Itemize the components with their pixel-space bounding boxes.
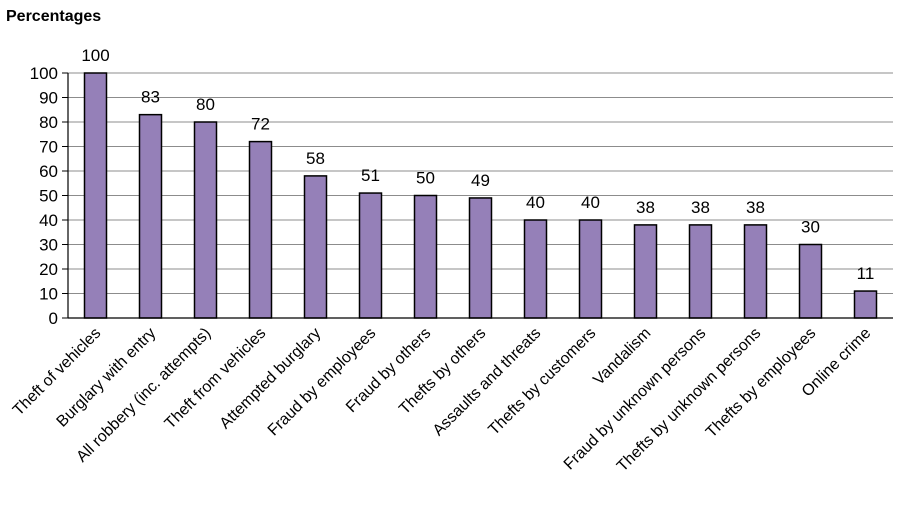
y-tick-label: 60	[39, 162, 58, 181]
data-label: 40	[526, 193, 545, 212]
bar	[633, 224, 658, 319]
data-label: 40	[581, 193, 600, 212]
bar	[468, 197, 493, 319]
data-label: 38	[746, 198, 765, 217]
bars	[83, 72, 878, 319]
bar	[798, 243, 823, 319]
data-label: 11	[857, 264, 875, 283]
bar	[853, 290, 878, 319]
bar	[688, 224, 713, 319]
bar	[303, 175, 328, 319]
data-label: 38	[636, 198, 655, 217]
data-label: 83	[141, 88, 160, 107]
data-label: 38	[691, 198, 710, 217]
category-label: Thefts by customers	[485, 325, 599, 439]
y-tick-label: 0	[49, 309, 58, 328]
data-labels: 100 83 80 72 58 51 50 49 40 40 38 38 38 30 11	[81, 46, 874, 283]
bar	[743, 224, 768, 319]
y-tick-label: 40	[39, 211, 58, 230]
data-label: 51	[361, 166, 380, 185]
data-label: 49	[471, 171, 490, 190]
bar	[248, 140, 273, 319]
y-axis-title: Percentages	[6, 8, 102, 25]
bar	[83, 72, 108, 319]
data-label: 72	[251, 115, 270, 134]
y-tick-label: 70	[39, 138, 58, 157]
y-tick-label: 10	[39, 285, 58, 304]
bar	[193, 121, 218, 319]
data-label: 30	[801, 218, 820, 237]
bar	[358, 192, 383, 319]
category-label: Assaults and threats	[430, 325, 545, 440]
y-tick-label: 90	[39, 89, 58, 108]
bar	[413, 194, 438, 319]
y-tick-label: 20	[39, 260, 58, 279]
category-label: Burglary with entry	[54, 325, 160, 431]
data-label: 58	[306, 149, 325, 168]
data-label: 80	[196, 95, 215, 114]
category-label: Thefts by employees	[703, 325, 819, 441]
bar	[523, 219, 548, 319]
y-axis-ticks: 0 10 20 30 40 50 60 70 80 90 100	[30, 64, 68, 328]
y-tick-label: 30	[39, 236, 58, 255]
category-label: Attempted burglary	[217, 325, 325, 433]
bar	[138, 113, 163, 319]
axes	[67, 73, 893, 319]
data-label: 100	[81, 46, 109, 65]
y-tick-label: 50	[39, 187, 58, 206]
category-label: Fraud by employees	[265, 325, 380, 440]
y-tick-label: 80	[39, 113, 58, 132]
y-tick-label: 100	[30, 64, 58, 83]
category-label: Theft from vehicles	[162, 325, 270, 433]
data-label: 50	[416, 169, 435, 188]
bar	[578, 219, 603, 319]
